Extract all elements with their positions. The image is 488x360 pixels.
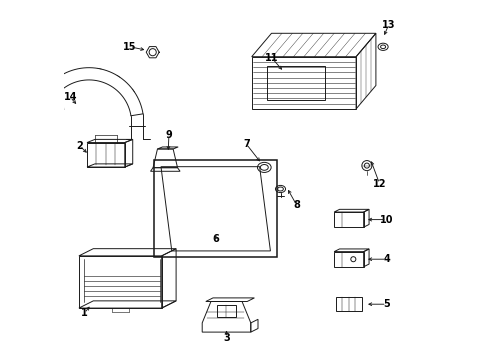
Text: 10: 10 — [379, 215, 393, 225]
Text: 3: 3 — [223, 333, 229, 343]
Text: 1: 1 — [81, 308, 87, 318]
Text: 14: 14 — [63, 92, 77, 102]
Text: 6: 6 — [212, 234, 219, 244]
Text: 2: 2 — [76, 141, 83, 151]
Text: 4: 4 — [383, 254, 389, 264]
Text: 13: 13 — [381, 20, 394, 30]
Text: 12: 12 — [372, 179, 386, 189]
Text: 8: 8 — [293, 200, 300, 210]
Text: 9: 9 — [165, 130, 172, 140]
Text: 15: 15 — [123, 42, 137, 52]
Text: 7: 7 — [243, 139, 249, 149]
Text: 5: 5 — [383, 299, 389, 309]
Text: 11: 11 — [264, 53, 278, 63]
Bar — [154, 160, 276, 257]
